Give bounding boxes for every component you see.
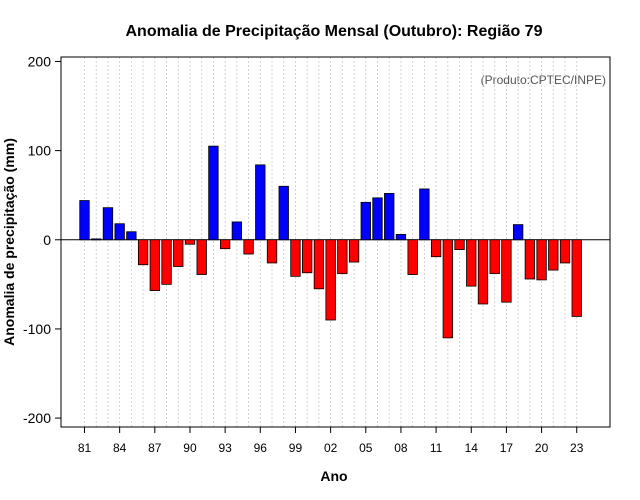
bar-2000 [302, 239, 313, 274]
x-tick-label: 96 [254, 441, 268, 455]
bar-1981 [79, 200, 90, 241]
bar-2006 [372, 197, 383, 241]
y-axis-label: Anomalia de precipitação (mm) [1, 138, 17, 346]
chart-title: Anomalia de Precipitação Mensal (Outubro… [126, 23, 543, 40]
x-tick-label: 05 [359, 441, 373, 455]
y-tick-label: -200 [23, 410, 51, 426]
bar-1990 [184, 239, 196, 245]
x-tick-label: 87 [148, 441, 162, 455]
x-tick-label: 17 [500, 441, 514, 455]
x-tick-label: 84 [113, 441, 127, 455]
bar-1989 [173, 239, 184, 267]
bar-2001 [313, 239, 325, 290]
bar-2015 [477, 239, 489, 305]
bar-1991 [196, 239, 207, 275]
bar-2010 [419, 188, 430, 241]
bar-1986 [137, 239, 149, 266]
bar-1999 [290, 239, 301, 277]
bar-1994 [231, 221, 243, 241]
bar-2003 [337, 239, 348, 275]
bar-2019 [524, 239, 536, 280]
x-tick-label: 20 [535, 441, 549, 455]
bar-1987 [149, 239, 160, 291]
bar-2018 [512, 224, 524, 241]
bar-1996 [255, 164, 266, 241]
bar-2008 [395, 234, 407, 241]
bar-2014 [466, 239, 477, 287]
bar-1985 [126, 231, 137, 241]
bar-1998 [278, 185, 289, 241]
bar-1988 [161, 239, 172, 285]
x-tick-label: 81 [78, 441, 92, 455]
x-axis-label: Ano [320, 468, 347, 484]
bar-2007 [384, 193, 395, 241]
x-tick-label: 90 [183, 441, 197, 455]
bar-2011 [430, 239, 442, 258]
y-axis: -200 -100 0 100 200 [23, 53, 61, 426]
bar-2016 [489, 239, 500, 275]
bar-2002 [325, 239, 336, 321]
bar-2013 [454, 239, 465, 250]
bar-2022 [559, 239, 571, 264]
x-tick-label: 02 [324, 441, 338, 455]
bar-1997 [266, 239, 278, 264]
bar-2017 [501, 239, 512, 303]
x-tick-label: 08 [394, 441, 408, 455]
x-tick-label: 11 [430, 441, 443, 455]
y-tick-label: 200 [28, 53, 52, 69]
bar-2004 [348, 239, 360, 263]
bar-2021 [548, 239, 559, 271]
plot-frame [60, 56, 611, 428]
x-tick-label: 14 [465, 441, 479, 455]
bar-1992 [208, 145, 219, 241]
x-tick-label: 99 [289, 441, 303, 455]
bar-2012 [442, 239, 453, 339]
bar-2020 [536, 239, 547, 281]
bar-1995 [243, 239, 254, 255]
y-tick-label: 100 [28, 143, 52, 159]
x-tick-label: 23 [570, 441, 584, 455]
credit-text: (Produto:CPTEC/INPE) [481, 73, 606, 87]
bar-1993 [219, 239, 231, 250]
y-tick-label: -100 [23, 321, 51, 337]
bar-2009 [407, 239, 418, 275]
bar-1983 [102, 207, 114, 241]
bar-2023 [571, 239, 582, 317]
bar-1984 [114, 223, 125, 241]
bar-2005 [360, 201, 371, 241]
y-tick-label: 0 [43, 232, 51, 248]
x-axis: 81 84 87 90 93 96 99 02 05 08 11 14 17 20 23 [78, 427, 584, 455]
x-tick-label: 93 [218, 441, 232, 455]
bars [79, 145, 582, 339]
bar-1982 [91, 238, 102, 241]
